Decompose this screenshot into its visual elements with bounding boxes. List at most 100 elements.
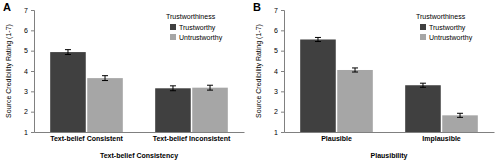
x-axis-line — [35, 132, 245, 133]
tick-mark — [281, 132, 284, 133]
category-label: Implausible — [422, 135, 461, 143]
panel-label: A — [3, 1, 11, 13]
error-bar — [65, 50, 71, 55]
series — [50, 50, 191, 132]
legend-title: Trustworthiness — [416, 13, 466, 20]
tick-label: 2 — [274, 108, 278, 115]
error-bar-line — [65, 50, 71, 55]
bar — [405, 85, 441, 132]
x-axis-line — [285, 132, 495, 133]
legend-entry: Untrustworthy — [170, 34, 223, 42]
y-tick: 7 — [24, 7, 34, 14]
tick-label: 6 — [24, 27, 28, 34]
error-bar — [420, 83, 426, 87]
category-label: Text-belief Consistent — [50, 135, 123, 142]
tick-label: 5 — [24, 47, 28, 54]
y-tick: 2 — [274, 108, 284, 115]
series — [300, 37, 441, 132]
y-tick: 7 — [274, 7, 284, 14]
error-bar-line — [207, 85, 213, 90]
category-label: Text-belief Inconsistent — [153, 135, 231, 142]
tick-label: 3 — [24, 88, 28, 95]
plot-area: 1 2 3 4 5 6 7 Plausible Implausible Trustworthine… — [274, 7, 494, 143]
error-bar — [207, 85, 213, 90]
legend-label: Untrustworthy — [429, 34, 473, 42]
x-axis-title: Text-belief Consistency — [100, 152, 178, 160]
tick-mark — [281, 51, 284, 52]
bar — [155, 88, 191, 132]
legend-entry: Trustworthy — [170, 24, 216, 32]
legend-swatch — [420, 34, 426, 40]
tick-label: 3 — [274, 88, 278, 95]
tick-label: 4 — [274, 68, 278, 75]
y-tick: 6 — [274, 27, 284, 34]
tick-mark — [31, 10, 34, 11]
tick-label: 6 — [274, 27, 278, 34]
series — [337, 68, 478, 132]
tick-mark — [31, 51, 34, 52]
tick-label: 7 — [274, 7, 278, 14]
legend: Trustworthiness Trustworthy Untrustworthy — [416, 13, 473, 42]
y-axis-line — [31, 11, 35, 133]
x-tick: Plausible — [321, 135, 352, 142]
bar — [192, 88, 228, 132]
error-bar-line — [315, 37, 321, 41]
tick-mark — [31, 112, 34, 113]
error-bar — [457, 113, 463, 117]
legend: Trustworthiness Trustworthy Untrustworthy — [166, 13, 223, 42]
y-axis: 1 2 3 4 5 6 7 — [274, 7, 284, 136]
tick-mark — [31, 30, 34, 31]
error-bar — [315, 37, 321, 41]
y-tick: 3 — [24, 88, 34, 95]
legend-title: Trustworthiness — [166, 13, 216, 20]
tick-mark — [281, 71, 284, 72]
tick-mark — [281, 91, 284, 92]
tick-label: 1 — [274, 129, 278, 136]
legend-swatch — [420, 24, 426, 30]
legend-entry: Trustworthy — [420, 24, 466, 32]
error-bar — [352, 68, 358, 72]
y-tick: 3 — [274, 88, 284, 95]
y-tick: 1 — [24, 129, 34, 136]
tick-mark — [31, 91, 34, 92]
error-bar-line — [170, 86, 176, 91]
bar — [300, 39, 336, 132]
legend-entry: Untrustworthy — [420, 34, 473, 42]
error-bar-line — [420, 83, 426, 87]
x-axis: Plausible Implausible — [285, 133, 495, 143]
marks — [50, 50, 228, 132]
bar — [337, 70, 373, 132]
tick-label: 2 — [24, 108, 28, 115]
y-tick: 5 — [24, 47, 34, 54]
legend-label: Untrustworthy — [179, 34, 223, 42]
legend-swatch — [170, 24, 176, 30]
legend-label: Trustworthy — [179, 24, 216, 32]
y-axis: 1 2 3 4 5 6 7 — [24, 7, 34, 136]
y-tick: 6 — [24, 27, 34, 34]
bar — [50, 52, 86, 132]
tick-mark — [281, 112, 284, 113]
figure: 1234567Text-belief ConsistentText-belief… — [0, 0, 500, 166]
error-bar-line — [352, 68, 358, 72]
y-tick: 4 — [274, 68, 284, 75]
tick-mark — [31, 132, 34, 133]
legend-swatch — [170, 34, 176, 40]
tick-label: 1 — [24, 129, 28, 136]
y-tick: 1 — [274, 129, 284, 136]
panel: 1 2 3 4 5 6 7 Plausible Implausible Trustworthine… — [253, 1, 495, 160]
x-axis: Text-belief Consistent Text-belief Incons… — [35, 133, 245, 142]
tick-label: 5 — [274, 47, 278, 54]
y-axis-title: Source Credibility Rating (1-7) — [5, 24, 13, 118]
panel: 1234567Text-belief ConsistentText-belief… — [3, 1, 245, 160]
y-axis-line — [281, 11, 285, 133]
plot-area: 1234567Text-belief ConsistentText-belief… — [24, 7, 244, 142]
tick-mark — [281, 10, 284, 11]
tick-mark — [281, 30, 284, 31]
legend-label: Trustworthy — [429, 24, 466, 32]
y-tick: 5 — [274, 47, 284, 54]
tick-label: 7 — [24, 7, 28, 14]
y-tick: 4 — [24, 68, 34, 75]
error-bar — [170, 86, 176, 91]
x-axis-title: Plausibility — [371, 152, 408, 160]
x-tick: Text-belief Inconsistent — [153, 135, 231, 142]
